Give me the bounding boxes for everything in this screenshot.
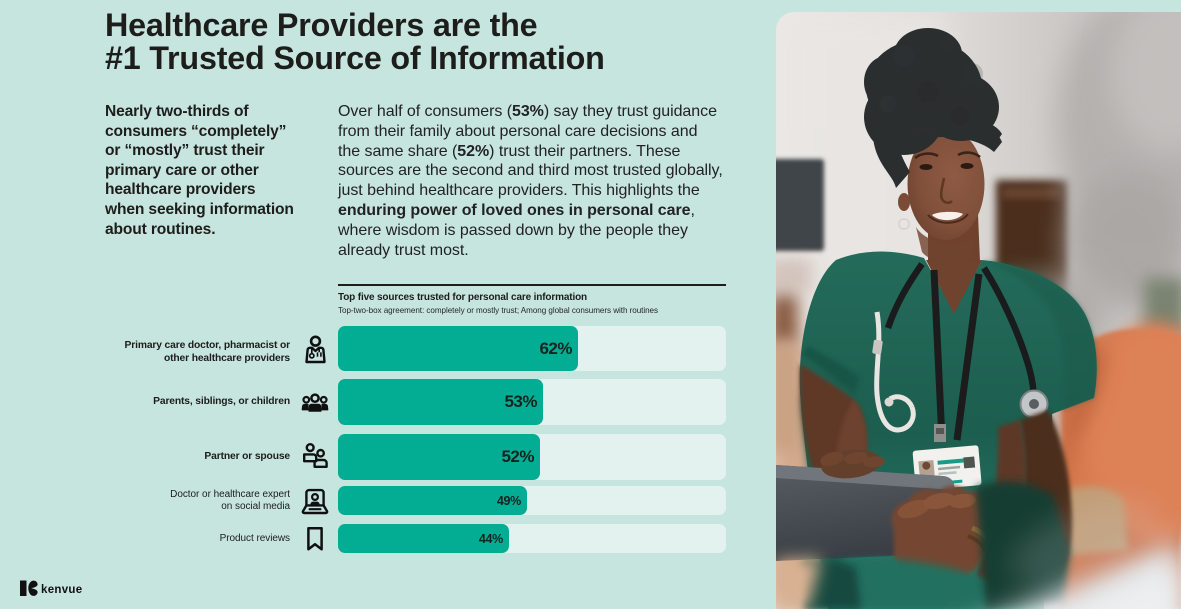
svg-text:kenvue: kenvue (41, 584, 82, 596)
